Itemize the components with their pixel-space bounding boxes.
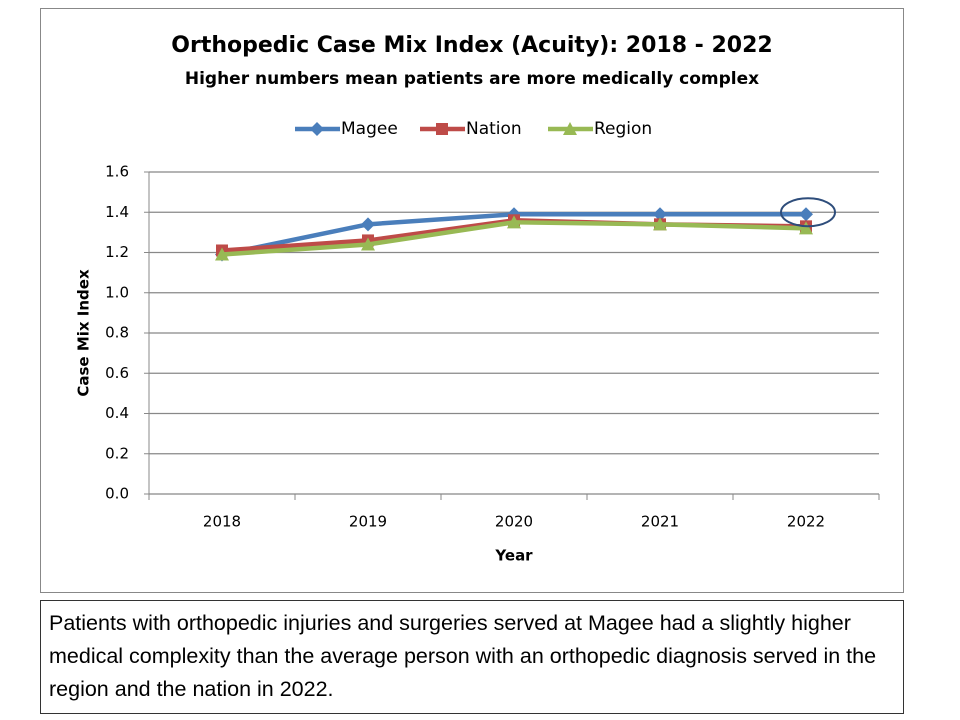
legend-label: Region <box>594 119 652 139</box>
x-tick-label: 2019 <box>349 513 387 531</box>
y-tick-label: 0.8 <box>105 324 129 342</box>
y-tick-label: 0.0 <box>105 485 129 503</box>
legend-label: Nation <box>466 119 522 139</box>
data-point <box>361 217 375 232</box>
x-tick-label: 2018 <box>203 513 241 531</box>
legend-label: Magee <box>341 119 398 139</box>
chart-title: Orthopedic Case Mix Index (Acuity): 2018… <box>171 33 772 58</box>
y-tick-label: 1.4 <box>105 203 129 221</box>
y-tick-label: 1.2 <box>105 243 129 261</box>
x-tick-label: 2022 <box>787 513 825 531</box>
data-point <box>653 207 667 222</box>
x-tick-label: 2021 <box>641 513 679 531</box>
chart-frame <box>40 8 904 593</box>
data-point <box>799 221 813 235</box>
x-axis-label: Year <box>494 547 533 565</box>
legend-marker <box>436 123 448 135</box>
data-point <box>799 207 813 222</box>
legend-marker <box>563 122 577 135</box>
y-axis-label: Case Mix Index <box>75 269 93 397</box>
y-tick-label: 1.0 <box>105 283 129 301</box>
chart: Orthopedic Case Mix Index (Acuity): 2018… <box>40 8 904 593</box>
y-tick-label: 0.4 <box>105 404 129 422</box>
caption: Patients with orthopedic injuries and su… <box>40 600 904 714</box>
y-tick-label: 0.2 <box>105 444 129 462</box>
x-tick-label: 2020 <box>495 513 533 531</box>
y-tick-label: 1.6 <box>105 163 129 181</box>
data-point <box>361 237 375 251</box>
data-point <box>653 217 667 231</box>
chart-subtitle: Higher numbers mean patients are more me… <box>185 69 759 89</box>
legend-marker <box>310 122 324 136</box>
data-point <box>215 247 229 261</box>
highlight-ellipse <box>780 197 836 228</box>
y-tick-label: 0.6 <box>105 364 129 382</box>
data-point <box>507 215 521 229</box>
